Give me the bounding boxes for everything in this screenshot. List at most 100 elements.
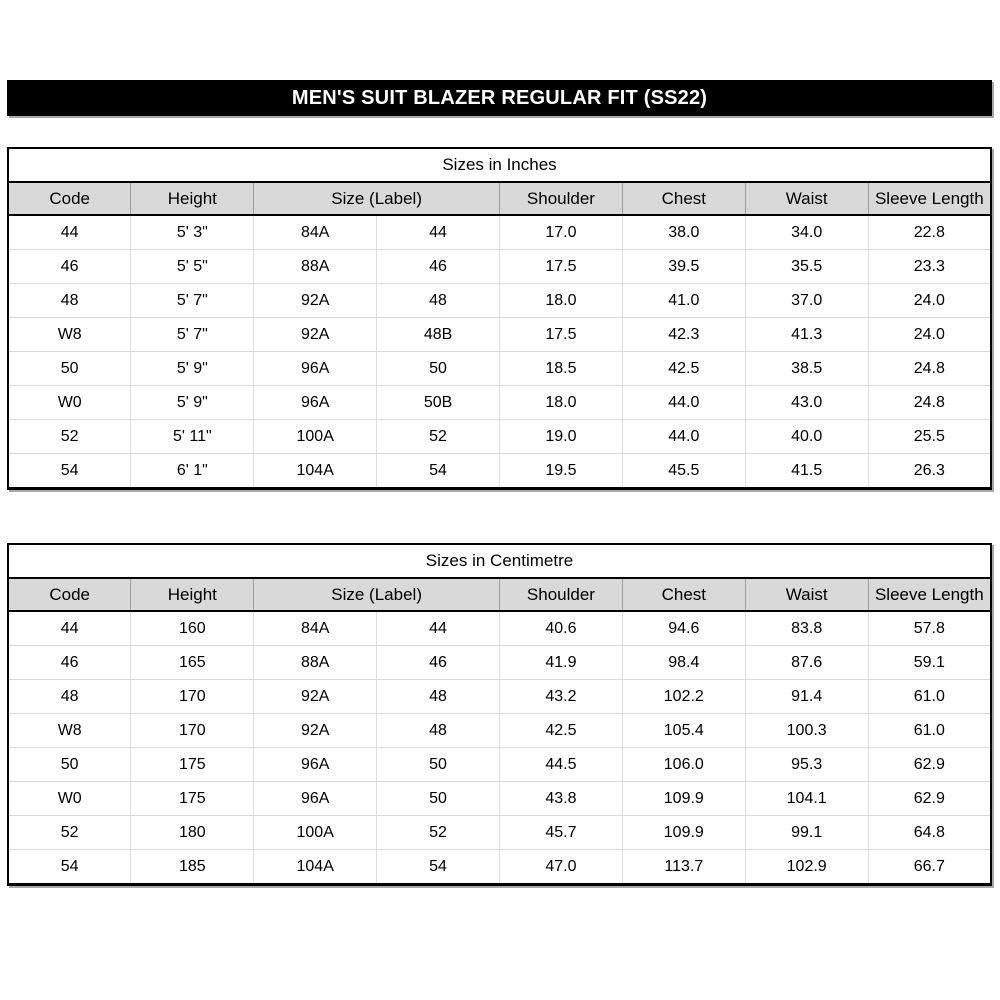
column-header: Chest: [621, 182, 746, 216]
cell: 104A: [253, 453, 377, 489]
column-header: Height: [130, 182, 254, 216]
cell: 34.0: [744, 215, 869, 250]
table-row: 46 5' 5" 88A 46 17.5 39.5 35.5 23.3: [8, 249, 991, 284]
page-title: MEN'S SUIT BLAZER REGULAR FIT (SS22): [7, 80, 992, 116]
column-header: Waist: [744, 578, 869, 612]
cell: 175: [130, 781, 254, 816]
cell: 100.3: [744, 713, 869, 748]
table-row: 48 170 92A 48 43.2 102.2 91.4 61.0: [8, 679, 991, 714]
cell: 5' 7": [130, 283, 254, 318]
cell: 37.0: [744, 283, 869, 318]
cell: 50: [376, 747, 500, 782]
column-header: Size (Label): [253, 578, 500, 612]
cell: 50: [376, 781, 500, 816]
cell: 46: [376, 645, 500, 680]
cell: 40.0: [744, 419, 869, 454]
column-header: Code: [8, 578, 131, 612]
cell: 84A: [253, 611, 377, 646]
table-row: 46 165 88A 46 41.9 98.4 87.6 59.1: [8, 645, 991, 680]
cell: 48: [376, 713, 500, 748]
cell: 52: [376, 419, 500, 454]
cell: 50: [8, 747, 131, 782]
cell: 102.2: [621, 679, 746, 714]
cell: 42.5: [499, 713, 623, 748]
cell: 26.3: [867, 453, 991, 489]
cell: 100A: [253, 419, 377, 454]
cell: 104.1: [744, 781, 869, 816]
cell: 46: [8, 645, 131, 680]
cell: 43.8: [499, 781, 623, 816]
cell: 41.0: [621, 283, 746, 318]
table-title-row: Sizes in Centimetre: [8, 544, 991, 579]
cell: W0: [8, 385, 131, 420]
cell: 102.9: [744, 849, 869, 885]
cell: 22.8: [867, 215, 991, 250]
cell: 44.0: [621, 419, 746, 454]
column-header-row: Code Height Size (Label) Shoulder Chest Waist…: [8, 182, 991, 216]
table-row: 52 5' 11" 100A 52 19.0 44.0 40.0 25.5: [8, 419, 991, 454]
cell: 66.7: [867, 849, 991, 885]
cell: 5' 9": [130, 385, 254, 420]
cell: 180: [130, 815, 254, 850]
cell: 88A: [253, 249, 377, 284]
cell: 44: [8, 611, 131, 646]
cell: 96A: [253, 351, 377, 386]
cell: 54: [376, 453, 500, 489]
table-row: 54 185 104A 54 47.0 113.7 102.9 66.7: [8, 849, 991, 885]
column-header: Chest: [621, 578, 746, 612]
cell: 99.1: [744, 815, 869, 850]
column-header: Shoulder: [499, 578, 623, 612]
cell: 45.7: [499, 815, 623, 850]
size-table: Sizes in Centimetre Code Height Size (Label…: [7, 543, 992, 886]
cell: 61.0: [867, 713, 991, 748]
cell: 44: [376, 215, 500, 250]
cell: 24.8: [867, 351, 991, 386]
cell: 170: [130, 679, 254, 714]
cell: W8: [8, 713, 131, 748]
table-row: W0 5' 9" 96A 50B 18.0 44.0 43.0 24.8: [8, 385, 991, 420]
cell: 104A: [253, 849, 377, 885]
table-row: 50 175 96A 50 44.5 106.0 95.3 62.9: [8, 747, 991, 782]
cell: 54: [8, 453, 131, 489]
cell: 92A: [253, 679, 377, 714]
cell: 24.0: [867, 283, 991, 318]
cell: 42.3: [621, 317, 746, 352]
cell: 35.5: [744, 249, 869, 284]
cell: W8: [8, 317, 131, 352]
cell: 52: [8, 815, 131, 850]
cell: 43.2: [499, 679, 623, 714]
cell: 92A: [253, 713, 377, 748]
cell: 54: [376, 849, 500, 885]
cell: 48B: [376, 317, 500, 352]
cell: W0: [8, 781, 131, 816]
cell: 88A: [253, 645, 377, 680]
cell: 17.5: [499, 317, 623, 352]
cell: 39.5: [621, 249, 746, 284]
cell: 5' 11": [130, 419, 254, 454]
column-header: Height: [130, 578, 254, 612]
cell: 41.9: [499, 645, 623, 680]
table-row: W8 5' 7" 92A 48B 17.5 42.3 41.3 24.0: [8, 317, 991, 352]
cell: 98.4: [621, 645, 746, 680]
cell: 43.0: [744, 385, 869, 420]
cell: 50: [8, 351, 131, 386]
column-header: Code: [8, 182, 131, 216]
cell: 96A: [253, 781, 377, 816]
cell: 48: [376, 679, 500, 714]
cell: 160: [130, 611, 254, 646]
cell: 18.0: [499, 283, 623, 318]
cell: 24.0: [867, 317, 991, 352]
cell: 54: [8, 849, 131, 885]
cell: 18.5: [499, 351, 623, 386]
cell: 41.3: [744, 317, 869, 352]
cell: 47.0: [499, 849, 623, 885]
cell: 59.1: [867, 645, 991, 680]
cell: 38.5: [744, 351, 869, 386]
cell: 62.9: [867, 781, 991, 816]
cell: 44.0: [621, 385, 746, 420]
cell: 170: [130, 713, 254, 748]
cell: 44: [376, 611, 500, 646]
column-header-row: Code Height Size (Label) Shoulder Chest Waist…: [8, 578, 991, 612]
cell: 52: [8, 419, 131, 454]
